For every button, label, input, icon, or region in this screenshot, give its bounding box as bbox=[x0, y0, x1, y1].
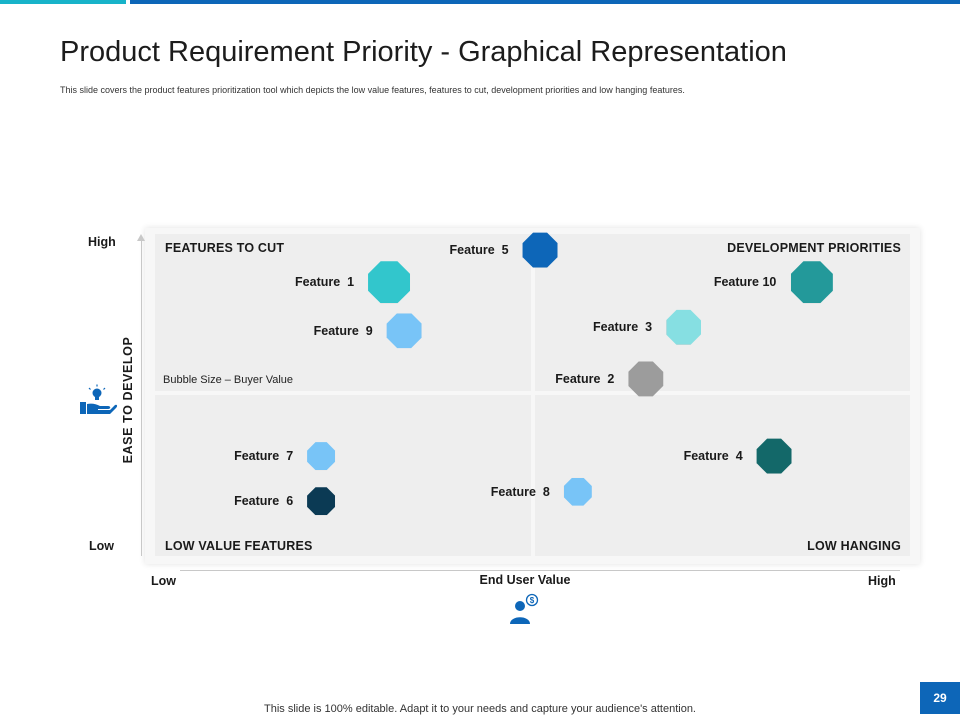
data-point-label: Feature 6 bbox=[234, 494, 294, 509]
svg-text:$: $ bbox=[530, 596, 535, 605]
bubble-size-note: Bubble Size – Buyer Value bbox=[163, 374, 294, 386]
footer-note: This slide is 100% editable. Adapt it to… bbox=[264, 703, 696, 715]
x-low-label: Low bbox=[151, 574, 176, 588]
page-title: Product Requirement Priority - Graphical… bbox=[60, 36, 787, 68]
data-point-label: Feature 5 bbox=[449, 243, 509, 258]
data-point-label: Feature 7 bbox=[234, 449, 294, 464]
page-number: 29 bbox=[920, 682, 960, 714]
quadrant-label-top-left: FEATURES TO CUT bbox=[165, 241, 285, 255]
quadrant-label-bottom-right: LOW HANGING bbox=[807, 539, 901, 553]
y-high-label: High bbox=[88, 235, 116, 249]
x-high-label: High bbox=[868, 574, 896, 588]
top-accent-bar-blue bbox=[130, 0, 960, 4]
data-point-label: Feature 4 bbox=[683, 449, 743, 464]
data-point-label: Feature 1 bbox=[295, 275, 355, 290]
y-axis-line bbox=[141, 240, 142, 556]
data-point-4 bbox=[790, 261, 833, 304]
user-dollar-icon: $ bbox=[510, 593, 539, 624]
data-point-label: Feature 10 bbox=[713, 275, 777, 290]
data-point-label: Feature 2 bbox=[555, 371, 615, 386]
quadrant-top-right bbox=[535, 234, 910, 391]
x-axis-line bbox=[180, 570, 900, 571]
data-point-10 bbox=[563, 477, 592, 506]
quadrant-label-bottom-left: LOW VALUE FEATURES bbox=[165, 539, 313, 553]
quadrant-top-left bbox=[155, 234, 531, 391]
y-axis-arrow bbox=[137, 234, 145, 241]
quadrant-label-top-right: DEVELOPMENT PRIORITIES bbox=[727, 241, 901, 255]
hand-lightbulb-icon bbox=[80, 384, 118, 414]
quadrant-bottom-right bbox=[535, 395, 910, 556]
data-point-1 bbox=[368, 261, 411, 304]
y-low-label: Low bbox=[89, 539, 114, 553]
data-point-9 bbox=[307, 487, 336, 516]
data-point-label: Feature 9 bbox=[313, 323, 373, 338]
page-subtitle: This slide covers the product features p… bbox=[60, 85, 685, 95]
data-point-8 bbox=[307, 442, 336, 471]
data-point-7 bbox=[756, 438, 792, 474]
x-axis-label: End User Value bbox=[444, 573, 606, 587]
data-point-2 bbox=[386, 313, 422, 349]
matrix-panel bbox=[145, 228, 920, 564]
y-axis-label: EASE TO DEVELOP bbox=[121, 336, 135, 464]
data-point-3 bbox=[522, 232, 558, 268]
data-point-label: Feature 8 bbox=[490, 484, 550, 499]
quadrant-bottom-left bbox=[155, 395, 531, 556]
data-point-5 bbox=[666, 309, 701, 345]
data-point-label: Feature 3 bbox=[593, 320, 653, 335]
data-point-6 bbox=[628, 361, 664, 397]
top-accent-bar-teal bbox=[0, 0, 126, 4]
